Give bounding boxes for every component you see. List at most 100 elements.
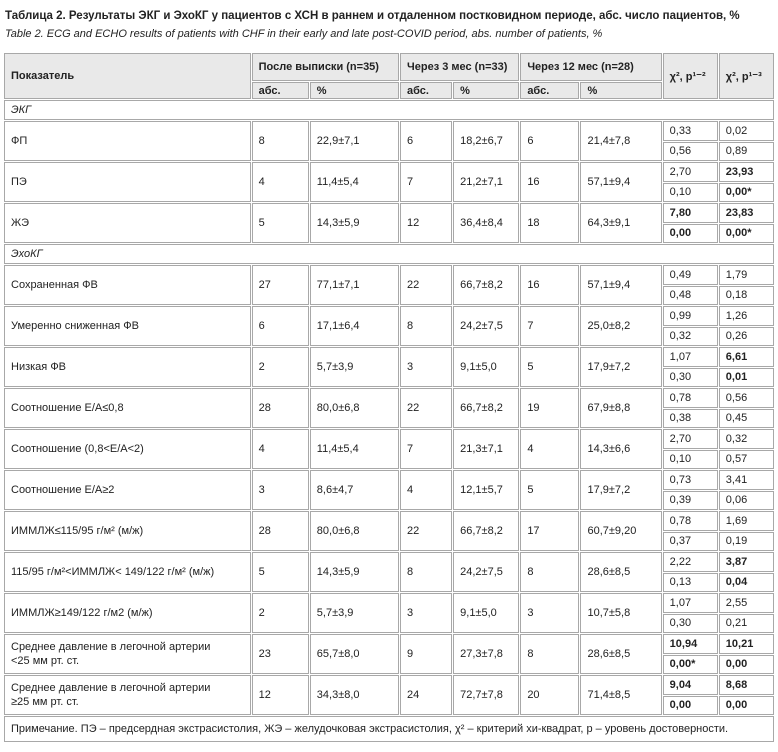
value-cell: 2 (251, 593, 309, 633)
chi-cell: 0,21 (718, 613, 774, 633)
value-cell: 28 (251, 388, 309, 428)
cell-text: ПЭ (11, 176, 27, 188)
chi-cell: 1,07 (662, 347, 718, 367)
chi-cell: 9,04 (662, 675, 718, 695)
row-label: Соотношение E/A≥2 (4, 470, 251, 510)
table-row: 0,39 0,06 (4, 490, 774, 510)
value-cell: 24,2±7,5 (453, 552, 520, 592)
header-cell: Через 3 мес (n=33) (400, 53, 520, 81)
chi-cell: 0,45 (718, 408, 774, 428)
cell-text: 115/95 г/м²<ИММЛЖ< 149/122 г/м² (м/ж) (11, 566, 215, 578)
chi-cell: 1,79 (718, 265, 774, 285)
cell-text: Среднее давление в легочной артерии ≥25 … (11, 682, 211, 708)
table-row: ФП 8 22,9±7,1 6 18,2±6,7 6 21,4±7,8 0,33 0,02 (4, 121, 774, 161)
value-cell: 20 (520, 675, 580, 715)
chi-cell: 0,26 (718, 326, 774, 346)
chi-cell: 1,26 (718, 306, 774, 326)
cell-text: Соотношение (0,8<E/A<2) (11, 443, 144, 455)
chi-cell: 0,00* (718, 182, 774, 202)
cell-text: Соотношение E/A≤0,8 (11, 402, 124, 414)
chi-cell: 8,68 (718, 675, 774, 695)
subheader-cell: абс. (520, 82, 580, 99)
chi-cell: 7,80 (662, 203, 718, 223)
table-row: ЭхоКГ (4, 244, 774, 264)
value-cell: 12 (400, 203, 453, 243)
row-label: ПЭ (4, 162, 251, 202)
table-row: 0,32 0,26 (4, 326, 774, 346)
value-cell: 8 (400, 306, 453, 346)
value-cell: 80,0±6,8 (309, 511, 400, 551)
chi-cell: 0,00 (718, 654, 774, 674)
value-cell: 5 (251, 552, 309, 592)
chi-cell: 0,18 (718, 285, 774, 305)
chi-cell: 0,01 (718, 367, 774, 387)
value-cell: 72,7±7,8 (453, 675, 520, 715)
table-row: Показатель После выписки (n=35) Через 3 ме… (4, 53, 774, 99)
value-cell: 71,4±8,5 (580, 675, 662, 715)
row-label: ИММЛЖ≤115/95 г/м² (м/ж) (4, 511, 251, 551)
table-row: ИММЛЖ≥149/122 г/м2 (м/ж) 2 5,7±3,9 3 9,1±5,0… (4, 593, 774, 633)
value-cell: 4 (400, 470, 453, 510)
chi-cell: 10,94 (662, 634, 718, 654)
table-row: ЭКГ (4, 100, 774, 120)
section-title: ЭхоКГ (4, 244, 774, 264)
value-cell: 22 (400, 511, 453, 551)
chi-cell: 6,61 (718, 347, 774, 367)
header-cell: Показатель (4, 53, 251, 99)
value-cell: 9 (400, 634, 453, 674)
value-cell: 24,2±7,5 (453, 306, 520, 346)
chi-cell: 0,13 (662, 572, 718, 592)
value-cell: 9,1±5,0 (453, 347, 520, 387)
chi-cell: 3,41 (718, 470, 774, 490)
table-row: 0,56 0,89 (4, 141, 774, 161)
value-cell: 22 (400, 388, 453, 428)
value-cell: 17,1±6,4 (309, 306, 400, 346)
value-cell: 3 (520, 593, 580, 633)
chi-cell: 0,39 (662, 490, 718, 510)
table-row: ЖЭ 5 14,3±5,9 12 36,4±8,4 18 64,3±9,1 7,80 23,83 (4, 203, 774, 243)
value-cell: 11,4±5,4 (309, 162, 400, 202)
row-label: Сохраненная ФВ (4, 265, 251, 305)
row-label: 115/95 г/м²<ИММЛЖ< 149/122 г/м² (м/ж) (4, 552, 251, 592)
value-cell: 19 (520, 388, 580, 428)
chi-cell: 0,78 (662, 388, 718, 408)
row-label: Соотношение E/A≤0,8 (4, 388, 251, 428)
chi-cell: 2,70 (662, 162, 718, 182)
value-cell: 21,3±7,1 (453, 429, 520, 469)
value-cell: 7 (520, 306, 580, 346)
value-cell: 6 (251, 306, 309, 346)
value-cell: 4 (520, 429, 580, 469)
value-cell: 60,7±9,20 (580, 511, 662, 551)
chi-cell: 2,70 (662, 429, 718, 449)
value-cell: 8 (400, 552, 453, 592)
value-cell: 57,1±9,4 (580, 265, 662, 305)
value-cell: 5,7±3,9 (309, 593, 400, 633)
cell-text: Сохраненная ФВ (11, 279, 98, 291)
chi-cell: 0,78 (662, 511, 718, 531)
value-cell: 7 (400, 429, 453, 469)
chi-cell: 0,57 (718, 449, 774, 469)
chi-cell: 0,32 (662, 326, 718, 346)
chi-cell: 0,56 (718, 388, 774, 408)
value-cell: 66,7±8,2 (453, 265, 520, 305)
chi-cell: 0,37 (662, 531, 718, 551)
header-cell: После выписки (n=35) (251, 53, 400, 81)
value-cell: 25,0±8,2 (580, 306, 662, 346)
value-cell: 28,6±8,5 (580, 634, 662, 674)
row-label: Среднее давление в легочной артерии <25 … (4, 634, 251, 674)
chi-cell: 1,69 (718, 511, 774, 531)
header-cell: Через 12 мес (n=28) (520, 53, 662, 81)
value-cell: 65,7±8,0 (309, 634, 400, 674)
chi-cell: 23,93 (718, 162, 774, 182)
table-note: Примечание. ПЭ – предсердная экстрасисто… (4, 716, 774, 742)
value-cell: 10,7±5,8 (580, 593, 662, 633)
chi-cell: 0,00* (718, 223, 774, 243)
table-row: 0,00 0,00 (4, 695, 774, 715)
row-label: ФП (4, 121, 251, 161)
chi-cell: 0,10 (662, 182, 718, 202)
row-label: ИММЛЖ≥149/122 г/м2 (м/ж) (4, 593, 251, 633)
value-cell: 17,9±7,2 (580, 347, 662, 387)
chi-cell: 0,32 (718, 429, 774, 449)
table-row: Примечание. ПЭ – предсердная экстрасисто… (4, 716, 774, 742)
table-row: 0,48 0,18 (4, 285, 774, 305)
